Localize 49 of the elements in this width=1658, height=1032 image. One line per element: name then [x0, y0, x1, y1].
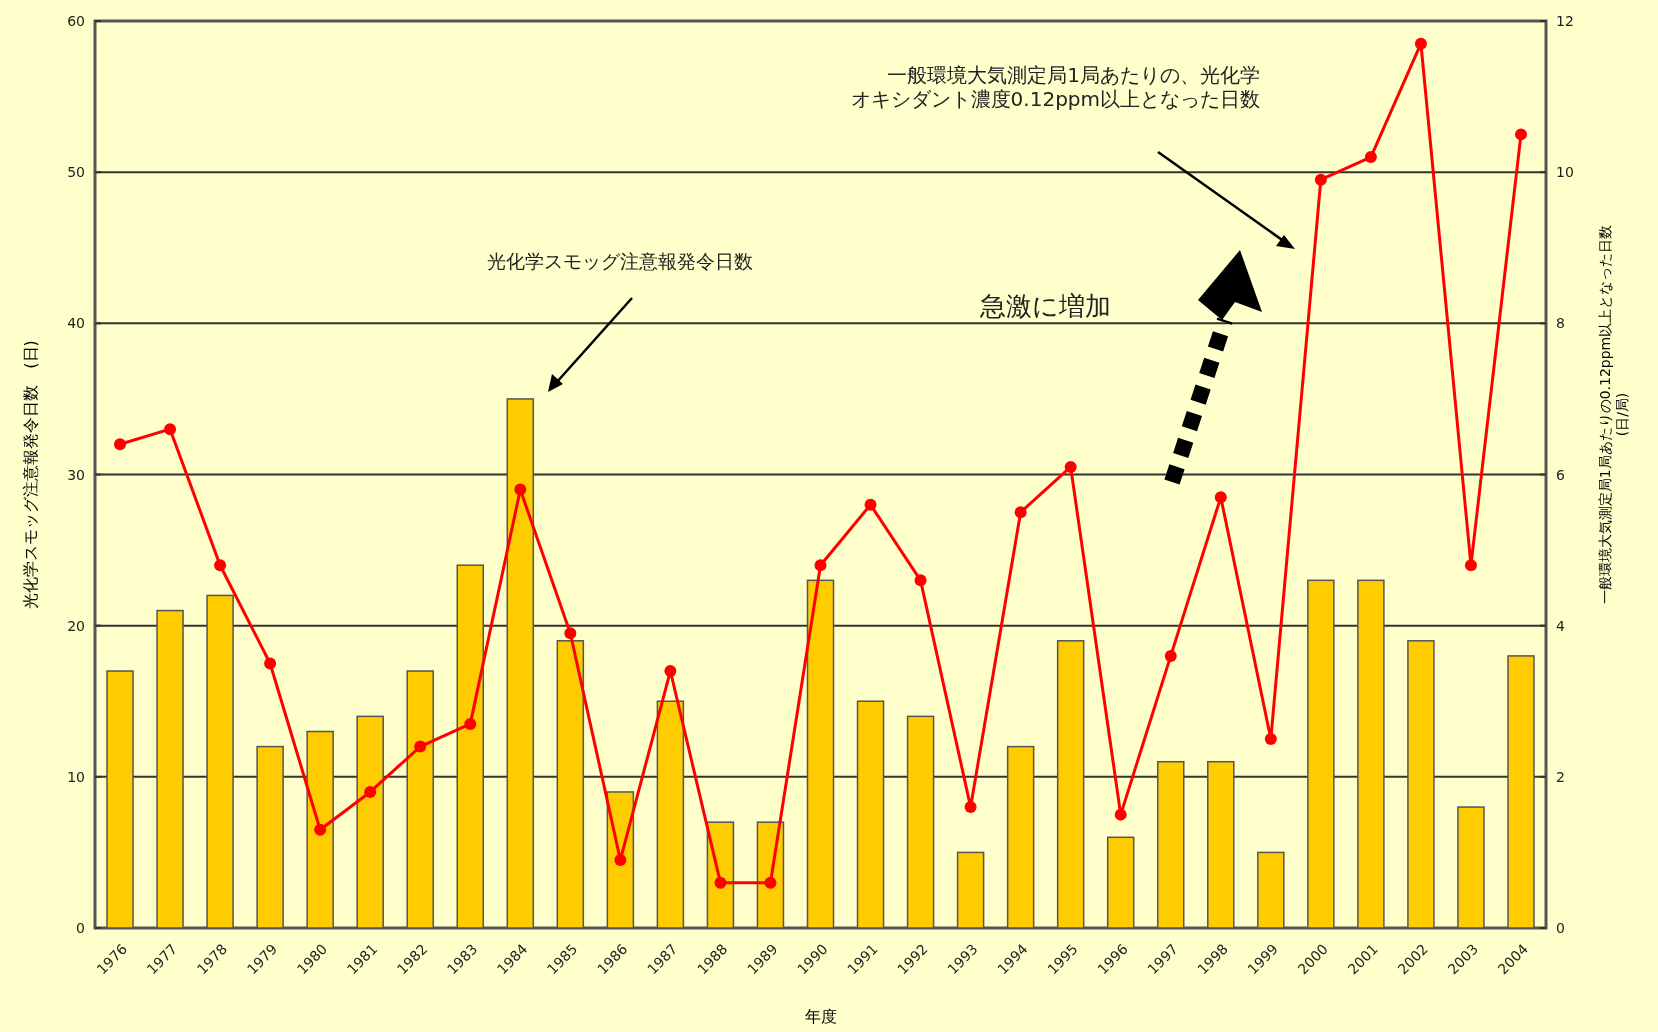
- point: [214, 559, 227, 572]
- point: [1264, 733, 1277, 746]
- annotation: 光化学スモッグ注意報発令日数: [487, 250, 753, 272]
- annotation: 一般環境大気測定局1局あたりの、光化学オキシダント濃度0.12ppm以上となった日数: [850, 63, 1260, 111]
- point: [314, 823, 327, 836]
- y-tick-label: 20: [67, 617, 85, 634]
- y-tick-label: 50: [67, 164, 85, 181]
- point: [564, 627, 577, 640]
- point: [1114, 808, 1127, 821]
- y2-axis-title: 一般環境大気測定局1局あたりの0.12ppm以上となった日数(日/局): [1597, 224, 1630, 605]
- point: [814, 559, 827, 572]
- point: [414, 740, 427, 753]
- y-tick-label: 40: [67, 315, 85, 332]
- annotation: 急激に増加: [978, 291, 1111, 321]
- point: [1314, 173, 1327, 186]
- point: [1164, 649, 1177, 662]
- point: [614, 853, 627, 866]
- y2-tick-label: 12: [1556, 13, 1574, 29]
- point: [1214, 491, 1227, 504]
- y-tick-label: 60: [67, 13, 85, 29]
- point: [964, 801, 977, 814]
- point: [764, 876, 777, 889]
- point: [1064, 460, 1077, 473]
- x-axis-title: 年度: [804, 1007, 837, 1026]
- point: [1514, 128, 1527, 141]
- y-axis-title: 光化学スモッグ注意報発令日数 (日): [21, 340, 40, 609]
- point: [264, 657, 277, 670]
- point: [464, 717, 477, 730]
- point: [1414, 37, 1427, 50]
- point: [714, 876, 727, 889]
- point: [514, 483, 527, 496]
- point: [1364, 151, 1377, 164]
- point: [1014, 506, 1027, 519]
- y2-tick-label: 4: [1556, 617, 1565, 634]
- point: [114, 438, 127, 451]
- point: [914, 574, 927, 587]
- y2-tick-label: 0: [1556, 920, 1565, 936]
- point: [1464, 559, 1477, 572]
- point: [864, 498, 877, 511]
- y2-tick-label: 6: [1556, 466, 1565, 483]
- point: [164, 423, 177, 436]
- y2-tick-label: 8: [1556, 315, 1565, 332]
- y-tick-label: 10: [67, 768, 85, 785]
- point: [664, 665, 677, 678]
- y2-tick-label: 2: [1556, 768, 1565, 785]
- y-tick-label: 0: [76, 920, 85, 936]
- y-tick-label: 30: [67, 466, 85, 483]
- y2-tick-label: 10: [1556, 164, 1574, 181]
- point: [364, 785, 377, 798]
